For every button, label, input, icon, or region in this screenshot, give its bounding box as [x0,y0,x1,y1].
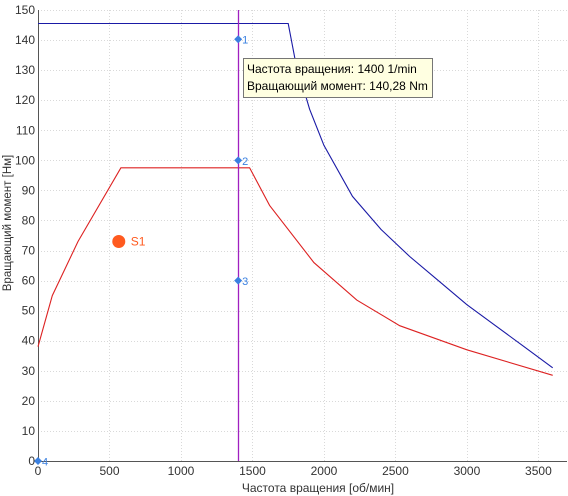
series-line-2 [37,167,553,376]
y-tick-label: 30 [22,364,36,378]
y-tick-label: 10 [22,424,36,438]
y-tick-label: 20 [22,394,36,408]
x-tick-label: 0 [35,464,42,478]
marker-label-4: 4 [42,457,48,469]
y-tick-label: 110 [16,123,35,137]
marker-label-3: 3 [242,276,248,288]
marker-label-2: 2 [242,156,248,168]
x-tick-label: 3000 [454,464,481,478]
x-tick-label: 2000 [311,464,338,478]
x-tick-label: 2500 [382,464,409,478]
y-tick-label: 130 [15,63,35,77]
y-tick-label: 40 [22,334,36,348]
marker-4 [34,457,42,465]
y-tick-label: 120 [15,93,35,107]
y-tick-label: 70 [22,244,36,258]
y-tick-label: 90 [22,183,36,197]
marker-label-1: 1 [242,35,248,47]
x-axis-label: Частота вращения [об/мин] [242,481,394,495]
y-axis-label: Вращающий момент [Нм] [2,155,14,291]
marker-layer: 1 2 3 4 S1 [34,35,248,469]
y-tick-label: 100 [15,153,35,167]
y-tick-label: 50 [22,304,36,318]
marker-3 [234,276,243,285]
tick-labels: 0 500 1000 1500 2000 2500 3000 3500 0 10 20 30 40 50 6… [15,3,552,478]
tooltip-torque: Вращающий момент: 140,28 Nm [247,79,428,93]
y-tick-label: 150 [15,3,35,17]
y-tick-label: 140 [15,33,35,47]
x-tick-label: 3500 [525,464,552,478]
marker-1 [234,35,243,44]
y-tick-label: 0 [28,454,35,468]
y-tick-label: 60 [22,274,36,288]
x-tick-label: 1000 [168,464,195,478]
cursor-tooltip: Частота вращения: 1400 1/min Вращающий м… [243,58,433,98]
axes-layer [38,10,567,462]
point-S1 [112,235,126,249]
marker-2 [234,156,243,165]
point-label-S1: S1 [131,235,146,249]
x-tick-label: 1500 [239,464,266,478]
tooltip-speed: Частота вращения: 1400 1/min [247,62,417,76]
y-tick-label: 80 [22,213,36,227]
x-tick-label: 500 [99,464,119,478]
